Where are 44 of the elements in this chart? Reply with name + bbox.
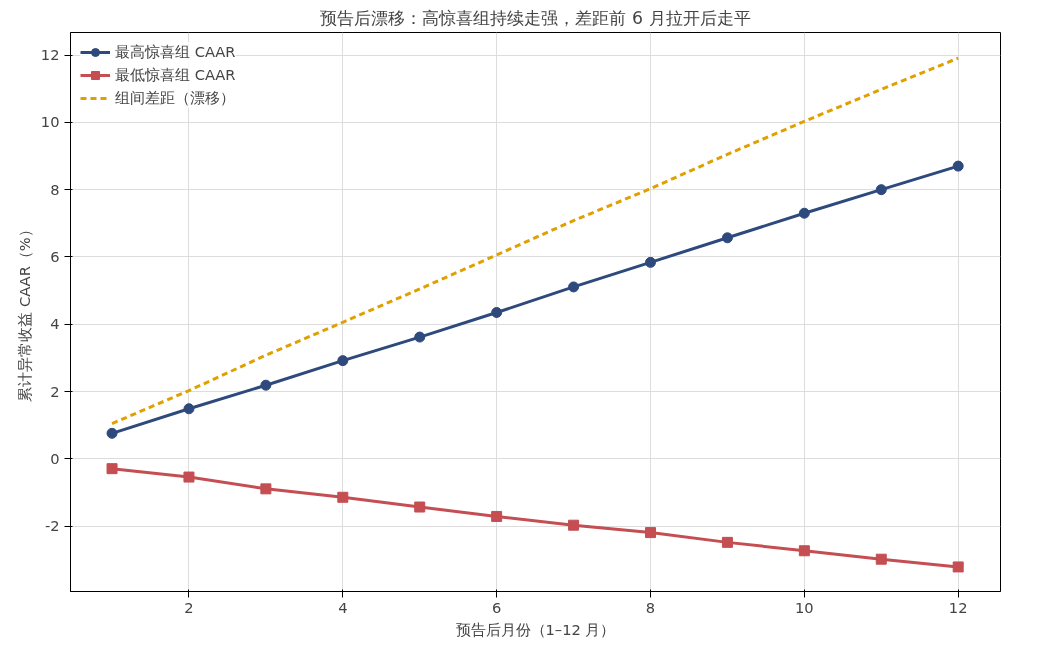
x-tick-label: 4 bbox=[338, 598, 348, 616]
point bbox=[645, 256, 656, 268]
x-axis-title: 预告后月份（1–12 月） bbox=[455, 620, 616, 638]
point bbox=[414, 501, 426, 513]
point bbox=[106, 427, 118, 439]
x-tick-label: 10 bbox=[795, 598, 814, 616]
legend-label: 组间差距（漂移） bbox=[115, 88, 235, 108]
point bbox=[260, 483, 272, 495]
point bbox=[645, 527, 656, 539]
y-tick-label: 4 bbox=[50, 315, 60, 333]
point bbox=[183, 471, 195, 483]
y-tick-label: 8 bbox=[50, 180, 60, 198]
point bbox=[568, 519, 580, 531]
point bbox=[568, 281, 580, 293]
point bbox=[875, 184, 887, 196]
point bbox=[491, 510, 503, 522]
point bbox=[952, 160, 964, 172]
chart-title: 预告后漂移：高惊喜组持续走强，差距前 6 月拉开后走平 bbox=[320, 7, 751, 28]
y-tick-label: 2 bbox=[50, 382, 60, 400]
x-tick-label: 6 bbox=[491, 598, 502, 616]
point bbox=[260, 379, 272, 391]
y-tick-label: 12 bbox=[40, 46, 60, 64]
legend-label: 最低惊喜组 CAAR bbox=[115, 65, 236, 85]
y-tick-label: 10 bbox=[40, 113, 60, 131]
point bbox=[106, 463, 118, 475]
point bbox=[491, 307, 503, 318]
x-tick-label: 8 bbox=[645, 598, 656, 616]
point bbox=[183, 403, 195, 415]
x-tick-label: 12 bbox=[948, 598, 968, 616]
point bbox=[414, 331, 426, 343]
legend-label: 最高惊喜组 CAAR bbox=[115, 42, 236, 62]
point bbox=[875, 553, 887, 565]
y-tick-label: -2 bbox=[44, 517, 60, 535]
y-tick-label: 0 bbox=[50, 449, 60, 467]
point bbox=[721, 232, 733, 244]
point bbox=[721, 536, 733, 548]
x-tick-label: 2 bbox=[184, 598, 194, 616]
point bbox=[952, 561, 964, 573]
point bbox=[337, 491, 349, 503]
y-axis-title: 累计异常收益 CAAR（%） bbox=[15, 222, 33, 402]
point bbox=[798, 545, 810, 557]
point bbox=[337, 355, 349, 367]
y-tick-label: 6 bbox=[50, 247, 60, 265]
point bbox=[798, 207, 810, 219]
